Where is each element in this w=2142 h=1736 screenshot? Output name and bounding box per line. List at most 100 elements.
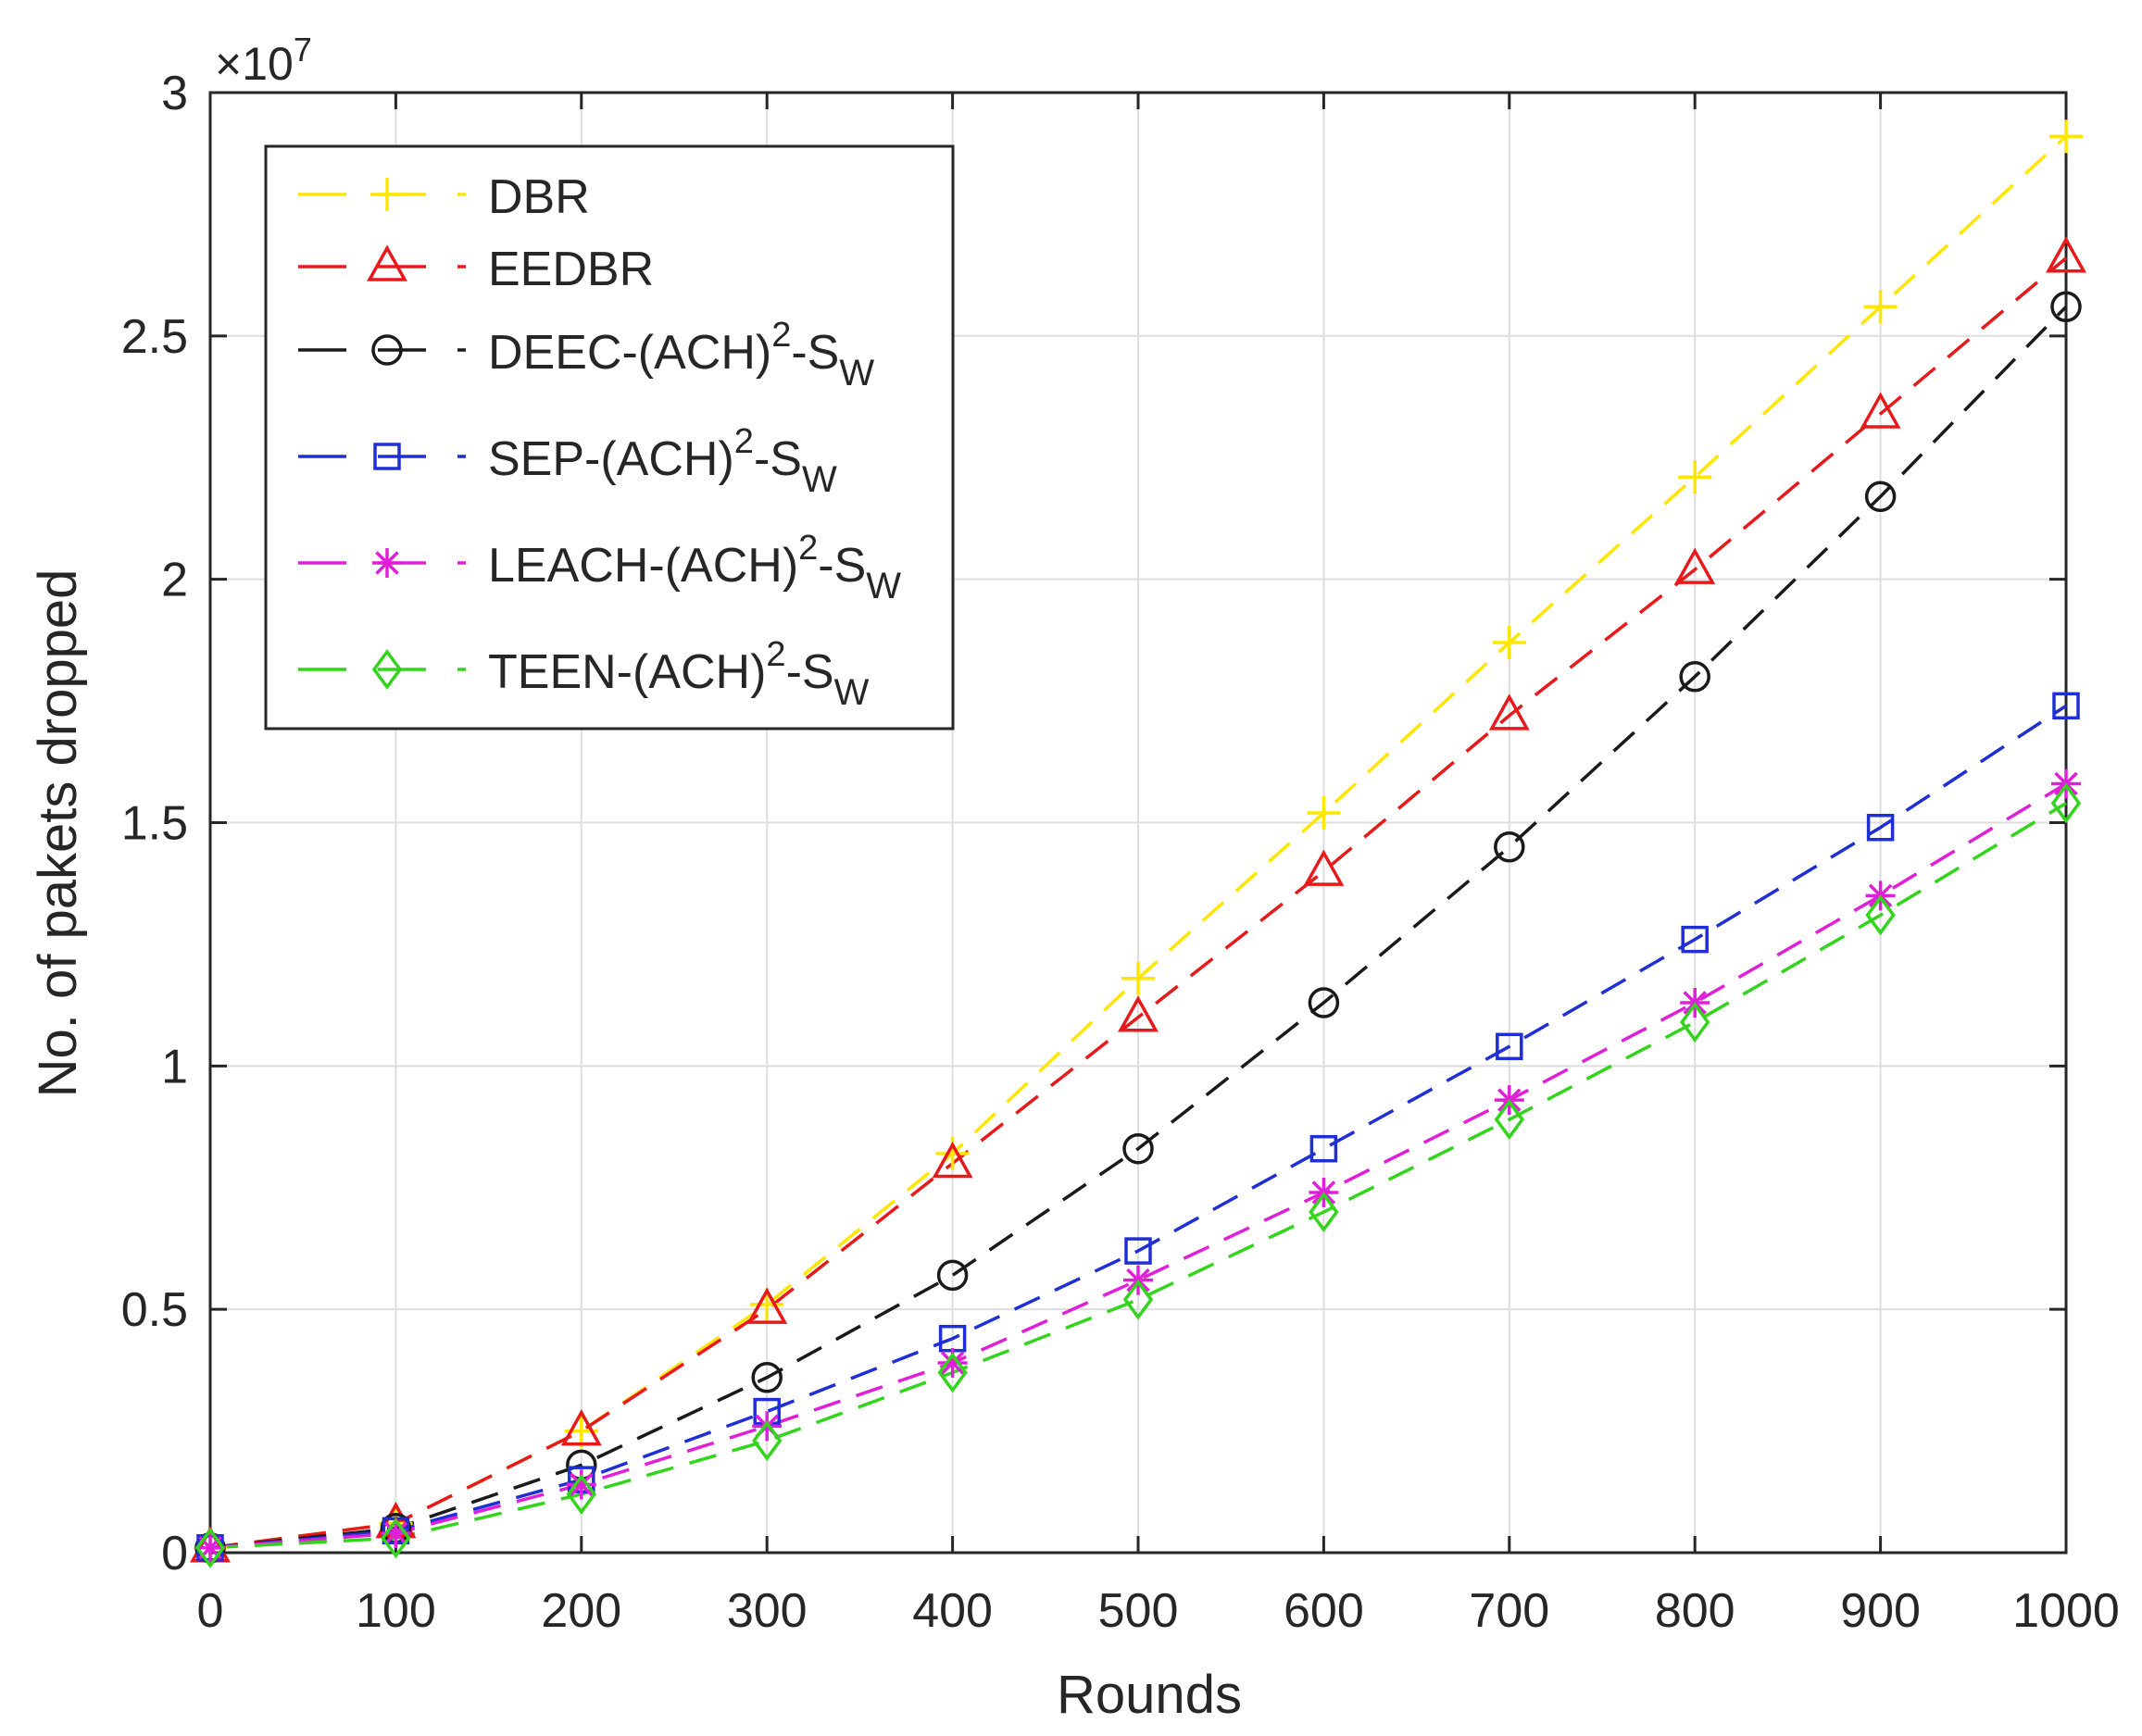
square-marker (1496, 1032, 1523, 1061)
diamond-marker (752, 1420, 783, 1462)
series-line (209, 704, 2067, 1550)
legend-marker (373, 443, 401, 470)
x-tick-label: 600 (1284, 1584, 1364, 1638)
square-marker (1124, 1237, 1152, 1265)
data-point (566, 1473, 596, 1515)
data-point (2046, 236, 2086, 273)
series-layer (190, 119, 2086, 1568)
data-point (1494, 1099, 1524, 1141)
triangle-marker (1118, 995, 1159, 1032)
x-tick-label: 700 (1469, 1584, 1549, 1638)
legend-label-main: SEP-(ACH) (488, 432, 734, 486)
data-point (1865, 894, 1896, 936)
triangle-marker (1488, 693, 1530, 731)
data-point (1492, 626, 1526, 660)
circle-marker (1494, 831, 1525, 863)
diamond-marker (194, 1527, 226, 1568)
legend-label-mid: -S (754, 432, 802, 486)
triangle-marker (367, 244, 407, 281)
data-point (2049, 119, 2083, 154)
square-marker (1866, 814, 1895, 842)
legend-label-sup: 2 (734, 422, 754, 461)
data-point (560, 1408, 602, 1446)
diamond-marker (2050, 782, 2082, 824)
asterisk-marker-d2 (570, 1472, 594, 1497)
legend-label: LEACH-(ACH)2-SW (488, 529, 901, 606)
legend: DBREEDBRDEEC-(ACH)2-SWSEP-(ACH)2-SWLEACH… (264, 144, 955, 731)
legend-entry: SEP-(ACH)2-SW (298, 422, 837, 500)
data-point (1309, 1134, 1338, 1163)
data-point (1674, 547, 1716, 584)
legend-entry: DBR (298, 170, 590, 224)
tick-labels: 0 100 200 300 400 500 600 700 800 900 1000 0 0.5 1 1.5… (121, 67, 2120, 1638)
x-tick-label: 400 (912, 1584, 993, 1638)
data-point (1308, 987, 1340, 1018)
data-point (1494, 831, 1525, 863)
data-point (2050, 291, 2082, 323)
x-tick-label: 0 (197, 1584, 224, 1638)
diamond-marker (1122, 1279, 1154, 1320)
square-marker (1309, 1134, 1338, 1163)
data-point (932, 1141, 973, 1179)
circle-marker (751, 1362, 783, 1393)
legend-marker (371, 334, 403, 366)
series-line (209, 256, 2068, 1550)
legend-label-main: TEEN-(ACH) (488, 645, 766, 699)
legend-label-main: LEACH-(ACH) (488, 539, 798, 593)
data-point (2050, 782, 2082, 824)
data-point (1307, 795, 1341, 830)
circle-marker (2050, 291, 2082, 323)
legend-label-sub: W (866, 566, 901, 606)
circle-marker (371, 334, 403, 366)
legend-label-mid: -S (791, 326, 839, 380)
y-tick-label: 0.5 (121, 1283, 188, 1337)
data-point (1122, 1279, 1154, 1320)
legend-label: EEDBR (488, 243, 654, 296)
asterisk-marker-d2 (375, 551, 399, 575)
data-point (194, 1527, 226, 1568)
data-point (1309, 1192, 1339, 1232)
x-axis-title: Rounds (1057, 1665, 1242, 1725)
y-exponent-power: 7 (294, 31, 312, 69)
triangle-marker (932, 1141, 973, 1179)
diamond-marker (937, 1352, 968, 1393)
data-point (752, 1420, 783, 1462)
legend-label-sub: W (834, 672, 870, 713)
legend-label-sup: 2 (766, 635, 785, 674)
legend-label-main: DEEC-(ACH) (488, 326, 771, 380)
data-point (751, 1362, 783, 1393)
diamond-marker (371, 649, 403, 690)
data-point (1860, 392, 1901, 429)
x-tick-label: 100 (356, 1584, 436, 1638)
y-tick-label: 3 (161, 67, 188, 120)
legend-marker (370, 178, 404, 211)
x-tick-label: 900 (1840, 1584, 1921, 1638)
x-tick-label: 800 (1655, 1584, 1735, 1638)
asterisk-marker-d2 (383, 1521, 408, 1545)
triangle-marker (2046, 236, 2086, 273)
data-point (1680, 1002, 1710, 1043)
circle-marker (1679, 661, 1710, 693)
legend-label-sub: W (802, 459, 837, 500)
circle-marker (1864, 481, 1897, 513)
legend-entry: TEEN-(ACH)2-SW (298, 635, 870, 713)
x-tick-label: 300 (727, 1584, 808, 1638)
legend-marker (371, 649, 403, 690)
legend-label-sup: 2 (798, 529, 818, 568)
y-tick-label: 1.5 (121, 797, 188, 851)
asterisk-marker-d2 (940, 1351, 965, 1375)
legend-entry: DEEC-(ACH)2-SW (298, 316, 874, 393)
legend-label-sup: 2 (771, 316, 791, 355)
data-point (1122, 1132, 1154, 1165)
triangle-marker (1860, 392, 1901, 429)
data-point (936, 1259, 969, 1292)
y-tick-label: 1 (161, 1040, 188, 1093)
circle-marker (1122, 1132, 1154, 1165)
legend-label-mid: -S (786, 645, 834, 699)
diamond-marker (1309, 1192, 1339, 1232)
data-point (195, 1532, 225, 1563)
data-point (566, 1469, 596, 1500)
data-point (1121, 961, 1155, 995)
data-point (1124, 1237, 1152, 1265)
x-tick-label: 1000 (2012, 1584, 2120, 1638)
